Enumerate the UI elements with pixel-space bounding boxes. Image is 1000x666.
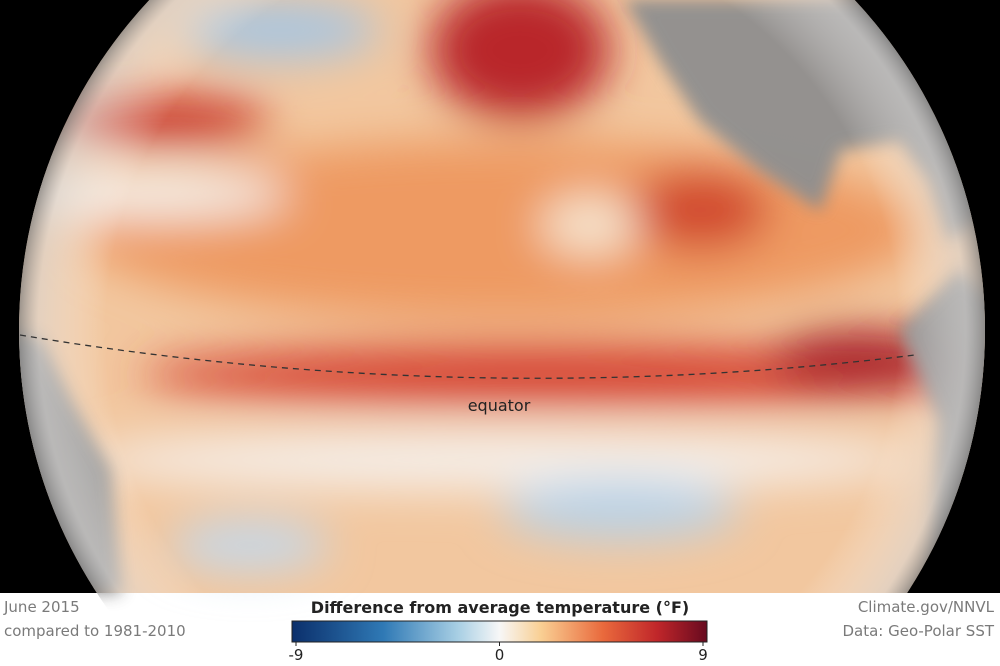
equator-label: equator [468, 396, 531, 415]
colorbar-tick-label: -9 [289, 646, 304, 664]
date: June 2015 [3, 598, 80, 616]
equator-line [19, 334, 916, 379]
colorbar-tick-label: 0 [495, 646, 505, 664]
source: Data: Geo-Polar SST [842, 622, 994, 640]
baseline: compared to 1981-2010 [4, 622, 186, 640]
credit: Climate.gov/NNVL [858, 598, 995, 616]
colorbar [291, 620, 708, 643]
globe: equator [19, 0, 985, 594]
colorbar-tick-label: 9 [698, 646, 708, 664]
legend-title: Difference from average temperature (°F) [311, 598, 689, 617]
